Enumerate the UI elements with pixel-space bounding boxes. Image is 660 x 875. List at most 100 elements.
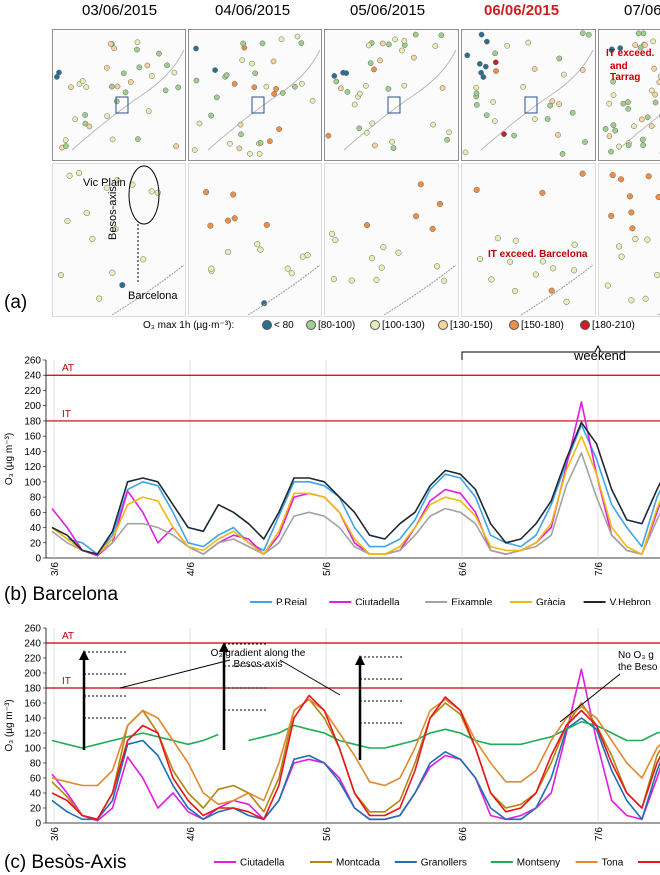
station-marker <box>113 98 120 105</box>
station-marker <box>343 70 350 76</box>
station-marker <box>231 215 238 222</box>
map-overview-1 <box>52 29 186 161</box>
station-marker <box>555 132 561 138</box>
station-marker <box>83 84 90 90</box>
station-marker <box>390 145 397 151</box>
station-marker <box>628 209 635 216</box>
y-tick-label: 0 <box>35 819 41 830</box>
legend-label: Tona <box>602 858 624 869</box>
y-tick-label: 40 <box>30 523 42 534</box>
station-marker <box>225 248 232 256</box>
station-marker <box>256 150 263 157</box>
o3-legend-item-4: [150-180) <box>509 320 564 331</box>
station-marker <box>606 133 613 139</box>
station-marker <box>525 39 532 46</box>
station-marker <box>207 222 214 229</box>
station-marker <box>571 267 578 274</box>
station-marker <box>436 200 443 207</box>
station-marker <box>251 84 258 91</box>
station-marker <box>616 143 622 150</box>
station-marker <box>629 225 636 232</box>
station-marker <box>480 74 487 80</box>
station-marker <box>640 142 647 148</box>
station-marker <box>645 173 652 180</box>
station-marker <box>608 148 614 155</box>
y-tick-label: 100 <box>24 477 41 488</box>
map-overview-2 <box>188 29 322 161</box>
station-marker <box>473 90 480 97</box>
gradient-arrow-head <box>219 642 229 652</box>
station-marker <box>230 191 237 198</box>
station-marker <box>136 64 143 71</box>
station-marker <box>494 235 501 242</box>
station-marker <box>569 109 576 116</box>
station-marker <box>208 265 215 272</box>
legend-label: Montseny <box>517 858 560 869</box>
o3-legend-text: [100-130) <box>382 320 425 331</box>
station-marker <box>401 37 408 44</box>
station-marker <box>249 60 255 67</box>
station-marker <box>193 45 199 52</box>
station-marker <box>632 235 639 242</box>
station-marker <box>267 138 273 145</box>
station-marker <box>68 84 74 91</box>
station-marker <box>411 54 417 61</box>
station-marker <box>628 297 635 304</box>
station-marker <box>490 99 496 105</box>
station-marker <box>539 258 546 265</box>
map-zoom-4 <box>461 163 596 317</box>
station-marker <box>109 269 116 276</box>
annotation-pointer <box>279 659 341 696</box>
o3-legend-item-0: < 80 <box>262 320 294 331</box>
station-marker <box>63 143 69 149</box>
series-line <box>51 698 660 821</box>
x-tick-label: 7/6 <box>594 562 605 576</box>
gradient-arrow-head <box>355 655 365 665</box>
station-marker <box>639 136 646 143</box>
station-marker <box>64 217 71 225</box>
station-marker <box>333 78 340 85</box>
station-marker <box>642 42 648 48</box>
station-marker <box>473 102 480 108</box>
station-marker <box>582 139 588 145</box>
station-marker <box>86 123 93 130</box>
station-marker <box>608 47 615 53</box>
station-marker <box>625 106 632 112</box>
station-marker <box>371 66 377 73</box>
station-marker <box>134 39 141 46</box>
station-marker <box>76 170 83 177</box>
station-marker <box>492 50 498 57</box>
station-marker <box>111 45 118 52</box>
station-marker <box>556 101 562 107</box>
station-marker <box>417 181 424 188</box>
besos-axis-label: Besos-axis <box>107 186 119 240</box>
y-tick-label: 60 <box>30 774 42 785</box>
station-marker <box>365 42 372 49</box>
station-marker <box>579 67 586 73</box>
station-marker <box>464 52 471 59</box>
station-marker <box>618 176 625 183</box>
station-marker <box>493 68 499 74</box>
station-marker <box>292 83 298 90</box>
station-marker <box>631 123 637 130</box>
station-marker <box>531 66 538 72</box>
station-marker <box>288 270 295 277</box>
chart-besos-annotation-3: the Beso <box>618 662 658 673</box>
y-tick-label: 260 <box>24 356 41 367</box>
station-marker <box>325 132 332 139</box>
reference-line-label: IT <box>62 409 71 420</box>
station-marker <box>571 241 578 248</box>
station-marker <box>203 189 210 196</box>
station-marker <box>247 150 253 157</box>
station-marker <box>446 129 453 136</box>
y-tick-label: 60 <box>30 508 42 519</box>
station-marker <box>434 263 441 270</box>
vic-plain-label: Vic Plain <box>83 177 126 189</box>
o3-legend-swatch <box>370 320 380 331</box>
station-marker <box>127 79 134 85</box>
station-marker <box>154 189 161 196</box>
station-marker <box>304 252 311 259</box>
station-marker <box>462 149 469 156</box>
series-line <box>51 452 660 555</box>
station-marker <box>193 77 200 84</box>
